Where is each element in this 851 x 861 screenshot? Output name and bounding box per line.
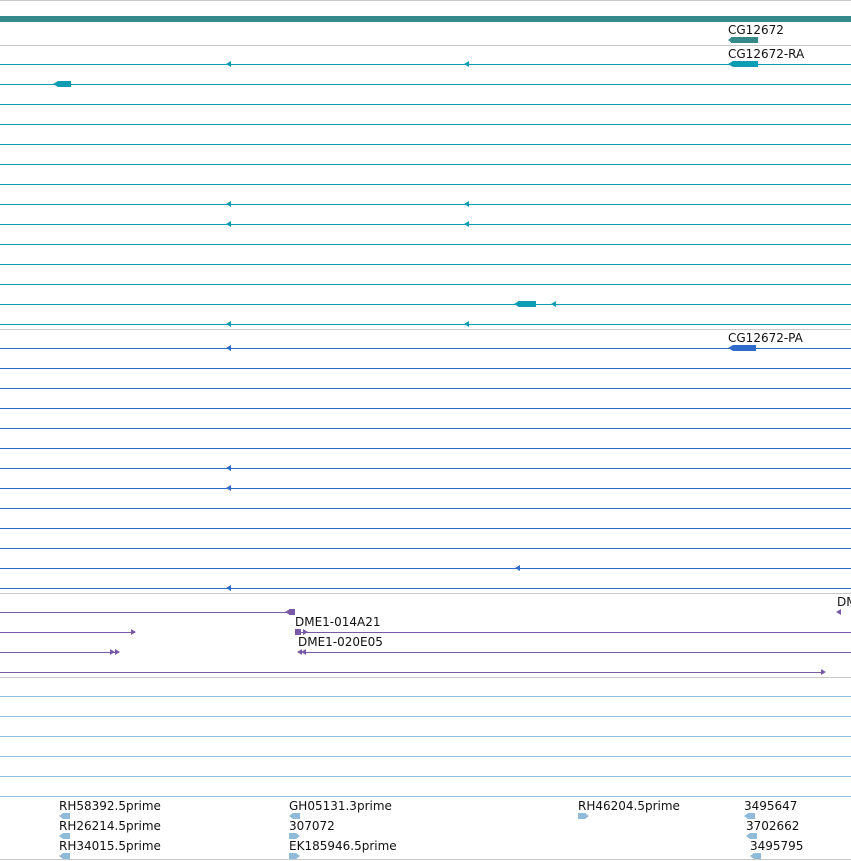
strand-arrow-left — [289, 813, 293, 819]
strand-arrow-left — [464, 221, 469, 227]
strand-arrow-left — [464, 61, 469, 67]
strand-arrow-left — [728, 61, 733, 67]
gene-label[interactable]: CG12672 — [728, 23, 784, 37]
transcript-track — [0, 61, 851, 327]
est-feature[interactable] — [754, 853, 761, 859]
strand-arrow-left — [59, 853, 63, 859]
est-feature[interactable] — [293, 813, 300, 819]
strand-arrow-left — [744, 813, 748, 819]
strand-arrow-left — [301, 649, 306, 655]
protein-label[interactable]: CG12672-PA — [728, 331, 803, 345]
strand-arrow-right — [110, 649, 115, 655]
est-track — [0, 696, 851, 859]
strand-arrow-left — [226, 485, 231, 491]
protein-track — [0, 345, 851, 591]
strand-arrow-right — [115, 649, 120, 655]
transcript-model-glyph[interactable] — [733, 61, 758, 67]
strand-arrow-left — [285, 609, 290, 615]
strand-arrow-right — [303, 629, 308, 635]
strand-arrow-left — [226, 201, 231, 207]
strand-arrow-left — [464, 201, 469, 207]
est-label[interactable]: 3495795 — [750, 839, 804, 853]
strand-arrow-right — [821, 669, 826, 675]
strand-arrow-left — [551, 301, 556, 307]
exon-block[interactable] — [58, 81, 71, 87]
strand-arrow-right — [131, 629, 136, 635]
gene-strand-arrow — [728, 37, 732, 43]
clone-end-block[interactable] — [289, 609, 295, 615]
gene-span-bar[interactable] — [0, 16, 851, 22]
gene-glyph[interactable] — [731, 37, 758, 43]
est-label[interactable]: RH26214.5prime — [59, 819, 161, 833]
est-label[interactable]: RH58392.5prime — [59, 799, 161, 813]
strand-arrow-left — [59, 813, 63, 819]
strand-arrow-left — [514, 301, 519, 307]
est-feature[interactable] — [750, 833, 757, 839]
est-label[interactable]: EK185946.5prime — [289, 839, 397, 853]
est-label[interactable]: RH46204.5prime — [578, 799, 680, 813]
strand-arrow-left — [226, 585, 231, 591]
exon-block[interactable] — [518, 301, 536, 307]
est-feature[interactable] — [63, 813, 70, 819]
strand-arrow-left — [226, 61, 231, 67]
est-label[interactable]: 307072 — [289, 819, 335, 833]
est-label[interactable]: RH34015.5prime — [59, 839, 161, 853]
strand-arrow-left — [297, 649, 302, 655]
est-label[interactable]: 3702662 — [746, 819, 800, 833]
strand-arrow-left — [464, 321, 469, 327]
strand-arrow-left — [226, 465, 231, 471]
strand-arrow-left — [226, 321, 231, 327]
transcript-label[interactable]: CG12672-RA — [728, 47, 805, 61]
strand-arrow-left — [53, 81, 58, 87]
strand-arrow-left — [728, 345, 733, 351]
clone-label[interactable]: DME1-014A21 — [295, 615, 381, 629]
clone-label[interactable]: DMI — [837, 595, 851, 609]
est-feature[interactable] — [63, 853, 70, 859]
strand-arrow-left — [750, 853, 754, 859]
strand-arrow-left — [226, 221, 231, 227]
est-feature[interactable] — [289, 853, 296, 859]
strand-arrow-right — [585, 813, 589, 819]
strand-arrow-left — [746, 833, 750, 839]
strand-arrow-left — [515, 565, 520, 571]
strand-arrow-right — [296, 853, 300, 859]
strand-arrow-right — [296, 833, 300, 839]
est-feature[interactable] — [748, 813, 755, 819]
clone-track — [0, 609, 851, 675]
clone-end-block[interactable] — [295, 629, 301, 635]
strand-arrow-left — [836, 609, 841, 615]
est-label[interactable]: 3495647 — [744, 799, 798, 813]
est-feature[interactable] — [63, 833, 70, 839]
strand-arrow-left — [59, 833, 63, 839]
protein-model-glyph[interactable] — [733, 345, 756, 351]
est-label[interactable]: GH05131.3prime — [289, 799, 392, 813]
est-feature[interactable] — [578, 813, 585, 819]
strand-arrow-left — [226, 345, 231, 351]
clone-label[interactable]: DME1-020E05 — [298, 635, 383, 649]
est-feature[interactable] — [289, 833, 296, 839]
